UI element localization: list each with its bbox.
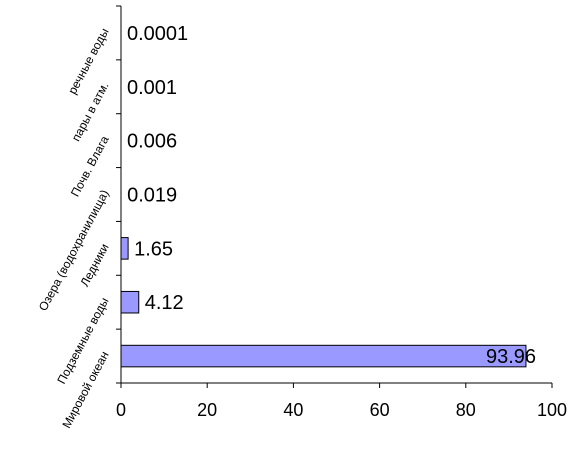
x-tick-label: 40 [283,400,303,420]
bar [120,290,140,314]
data-label: 0.001 [127,77,177,99]
data-label: 0.0001 [127,23,188,45]
bar [120,237,129,260]
x-tick-label: 80 [456,400,476,420]
category-label: Почв. Влага [68,133,112,199]
data-label: 93.96 [486,346,536,368]
data-labels-group: 93.96 4.12 1.65 0.019 0.006 0.001 0.0001 [127,23,536,368]
data-label: 0.019 [127,185,177,207]
x-tick-label: 60 [370,400,390,420]
bar [120,344,527,368]
x-tick-label: 100 [537,400,567,420]
data-label: 0.006 [127,131,177,153]
x-ticks-group: 0 20 40 60 80 100 [116,383,567,420]
axes-group [116,5,552,384]
bars-group [120,237,527,368]
data-label: 4.12 [145,292,184,314]
category-label: Подземные воды [54,295,111,386]
data-label: 1.65 [134,238,173,260]
x-tick-label: 0 [116,400,126,420]
x-tick-label: 20 [197,400,217,420]
